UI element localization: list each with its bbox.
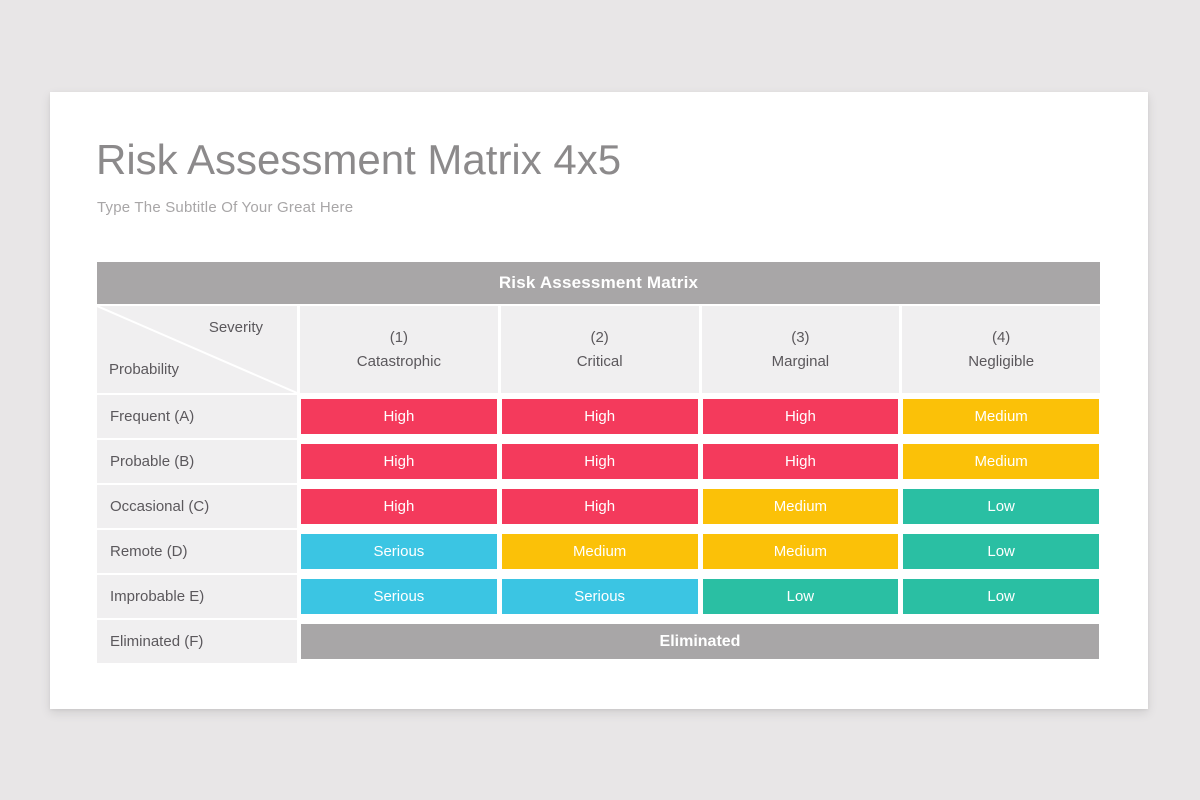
risk-value: Medium [702,489,899,524]
risk-value: Medium [903,399,1099,434]
matrix-cell: Medium [701,530,900,573]
corner-cell: Severity Probability [97,306,297,393]
matrix-cell: High [701,395,900,438]
matrix-cell: Low [902,530,1100,573]
risk-value: Medium [702,534,899,569]
risk-value: High [702,399,899,434]
column-name: Catastrophic [356,352,441,370]
matrix-title-bar: Risk Assessment Matrix [97,262,1100,304]
matrix-cell: Serious [500,575,699,618]
matrix-cell: High [701,440,900,483]
risk-value: Low [903,489,1099,524]
matrix-cell: Medium [902,440,1100,483]
risk-value: Medium [501,534,698,569]
column-number: (4) [991,328,1011,346]
matrix-cell: Low [701,575,900,618]
risk-value-eliminated: Eliminated [301,624,1099,659]
risk-value: High [301,444,497,479]
risk-value: Medium [903,444,1099,479]
matrix-cell: Low [902,575,1100,618]
matrix-cell-eliminated-span: Eliminated [300,620,1100,663]
risk-value: Low [903,534,1099,569]
column-number: (2) [590,328,609,346]
risk-value: Serious [501,579,698,614]
risk-value: Low [702,579,899,614]
matrix-cell: High [300,395,498,438]
column-number: (1) [389,328,409,346]
matrix-cell: Low [902,485,1100,528]
matrix-cell: High [300,440,498,483]
column-header-catastrophic: (1) Catastrophic [300,306,498,393]
column-header-critical: (2) Critical [500,306,699,393]
risk-value: High [301,399,497,434]
matrix-cell: Serious [300,530,498,573]
risk-value: High [501,399,698,434]
risk-value: High [301,489,497,524]
matrix-cell: High [300,485,498,528]
column-name: Negligible [968,352,1035,370]
column-number: (3) [791,328,810,346]
row-label-remote: Remote (D) [97,530,297,573]
matrix-cell: Medium [902,395,1100,438]
risk-value: High [702,444,899,479]
matrix-cell: Serious [300,575,498,618]
probability-axis-label: Probability [109,361,180,378]
row-label-probable: Probable (B) [97,440,297,483]
page-subtitle: Type The Subtitle Of Your Great Here [97,199,354,216]
diagonal-divider-line [97,306,297,393]
row-label-occasional: Occasional (C) [97,485,297,528]
risk-value: Low [903,579,1099,614]
matrix-cell: High [500,485,699,528]
matrix-cell: High [500,440,699,483]
slide: Risk Assessment Matrix 4x5 Type The Subt… [50,92,1148,709]
page-title: Risk Assessment Matrix 4x5 [96,136,622,183]
matrix-header-row: Severity Probability (1) Catastrophic (2… [97,306,1100,393]
column-name: Marginal [771,352,830,370]
column-header-marginal: (3) Marginal [701,306,900,393]
risk-value: High [501,489,698,524]
risk-value: Serious [301,579,497,614]
row-label-frequent: Frequent (A) [97,395,297,438]
matrix-cell: Medium [500,530,699,573]
severity-axis-label: Severity [208,319,263,336]
matrix-body: Frequent (A) High High High Medium Proba… [97,395,1100,663]
column-name: Critical [576,352,623,370]
risk-value: Serious [301,534,497,569]
row-label-improbable: Improbable E) [97,575,297,618]
risk-value: High [501,444,698,479]
matrix-cell: Medium [701,485,900,528]
column-header-negligible: (4) Negligible [902,306,1100,393]
row-label-eliminated: Eliminated (F) [97,620,297,663]
matrix-cell: High [500,395,699,438]
risk-matrix-table: Risk Assessment Matrix Severity Probabil… [97,262,1100,663]
